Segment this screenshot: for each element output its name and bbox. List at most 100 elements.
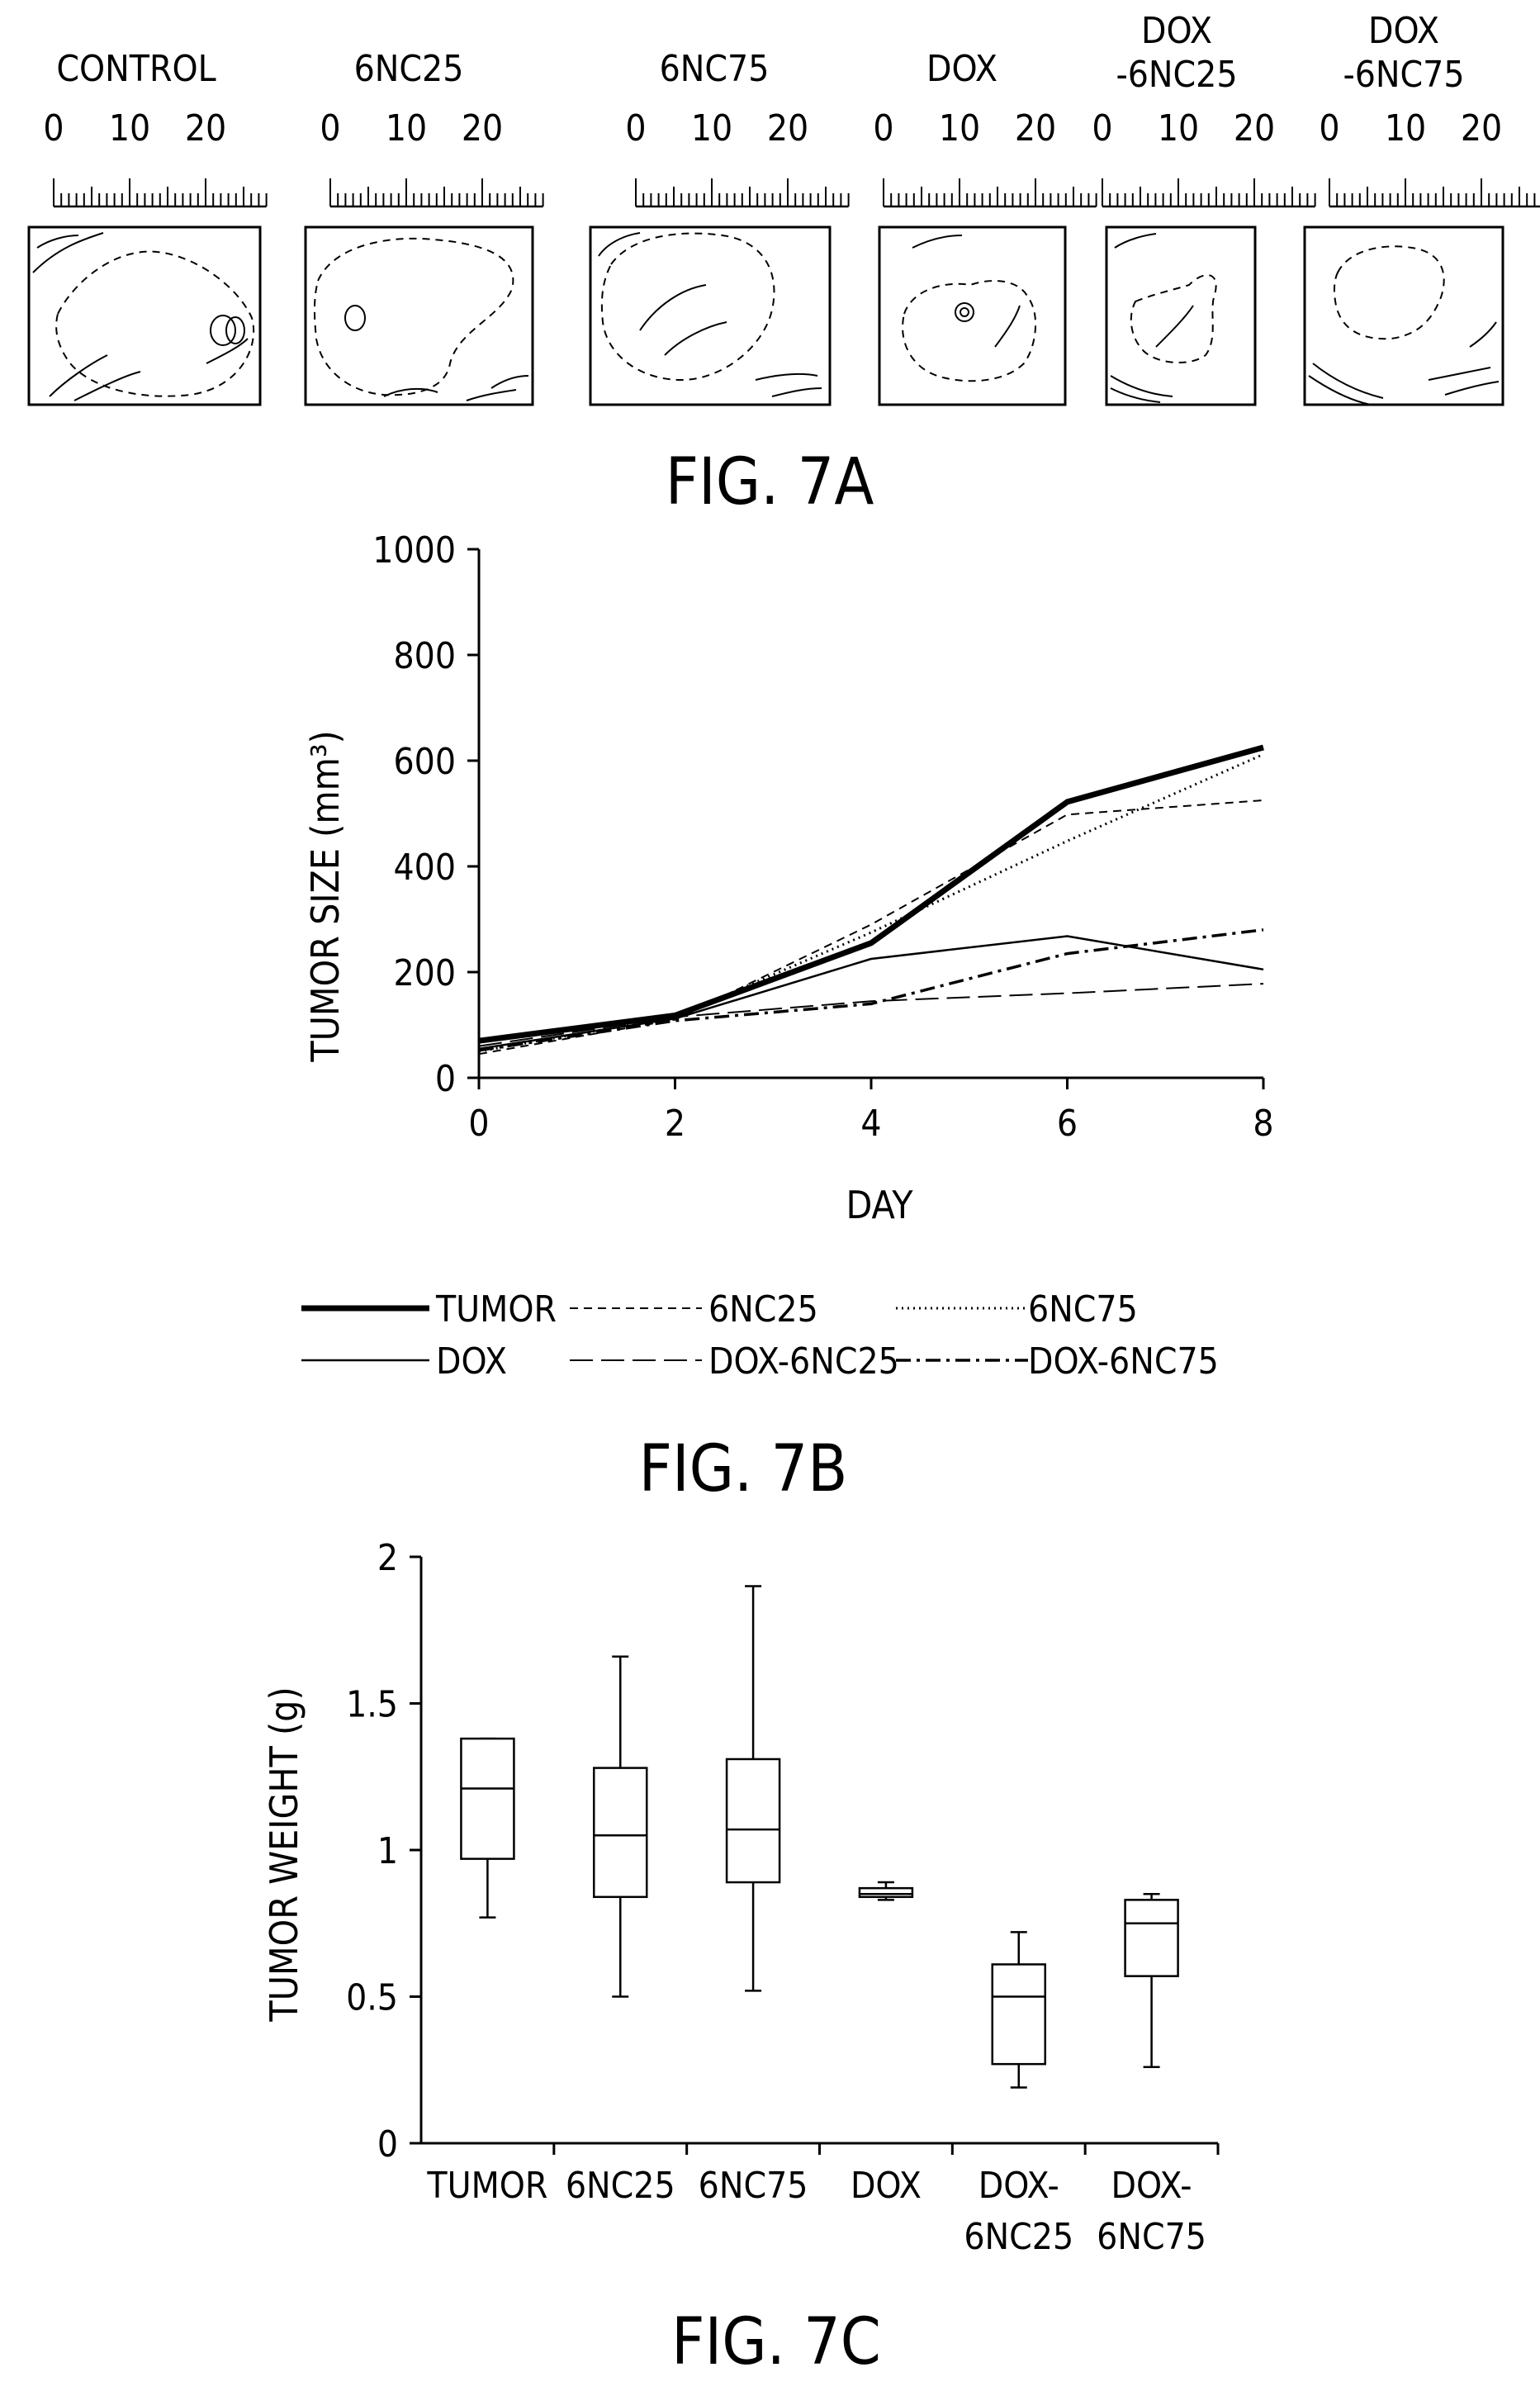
panel-dox-6nc25: DOX -6NC25 0 10 20 bbox=[1092, 10, 1316, 406]
y-tick-label: 1 bbox=[377, 1830, 398, 1872]
panel-title: DOX bbox=[926, 48, 997, 90]
tumor-sketch bbox=[598, 232, 822, 397]
y-tick-label: 0 bbox=[377, 2123, 398, 2166]
tumor-photo-frame bbox=[878, 225, 1067, 406]
tumor-photo-frame bbox=[304, 225, 534, 406]
panel-title: 6NC75 bbox=[660, 48, 770, 90]
tumor-sketch bbox=[1110, 233, 1217, 403]
panel-title: CONTROL bbox=[56, 48, 216, 90]
ruler-label: 20 bbox=[462, 107, 503, 149]
ruler-label: 10 bbox=[1385, 107, 1426, 149]
figure-7b-caption: FIG. 7B bbox=[639, 1432, 848, 1506]
x-tick-label: 6NC75 bbox=[1097, 2216, 1206, 2258]
ruler-label: 10 bbox=[691, 107, 732, 149]
ruler-label: 20 bbox=[767, 107, 808, 149]
y-tick-label: 0 bbox=[435, 1058, 456, 1100]
legend-item: TUMOR bbox=[301, 1288, 557, 1331]
x-tick-label: 0 bbox=[468, 1103, 489, 1145]
legend-label: TUMOR bbox=[435, 1288, 557, 1331]
x-tick-label: 6NC25 bbox=[566, 2165, 675, 2207]
ruler-label: 20 bbox=[185, 107, 226, 149]
box-tumor bbox=[460, 1737, 515, 1919]
ruler: 0 10 20 bbox=[320, 107, 544, 208]
ruler-label: 20 bbox=[1234, 107, 1275, 149]
x-tick-label: 2 bbox=[665, 1103, 685, 1145]
ruler: 0 10 20 bbox=[43, 107, 268, 208]
panel-title-line2: -6NC75 bbox=[1343, 54, 1464, 96]
box-dox bbox=[858, 1881, 914, 1901]
legend-label: 6NC25 bbox=[708, 1288, 818, 1331]
x-tick-label: 8 bbox=[1253, 1103, 1273, 1145]
x-tick-label: 6NC25 bbox=[964, 2216, 1073, 2258]
ruler-label: 10 bbox=[1158, 107, 1199, 149]
ruler-label: 0 bbox=[1319, 107, 1339, 149]
iqr-box bbox=[991, 1963, 1046, 2066]
y-tick-label: 1000 bbox=[372, 529, 456, 572]
figure-7a: CONTROL 0 10 20 6NC25 0 10 20 bbox=[27, 10, 1540, 519]
legend-label: 6NC75 bbox=[1028, 1288, 1138, 1331]
x-tick-label: DOX- bbox=[978, 2165, 1059, 2207]
panel-6nc75: 6NC75 0 10 20 bbox=[589, 48, 850, 406]
box-chart-boxes bbox=[460, 1585, 1179, 2089]
legend-item: 6NC75 bbox=[896, 1288, 1138, 1331]
panel-title: 6NC25 bbox=[354, 48, 464, 90]
ruler: 0 10 20 bbox=[1092, 107, 1316, 208]
y-tick-label: 600 bbox=[393, 741, 456, 783]
iqr-box bbox=[460, 1737, 515, 1860]
iqr-box bbox=[1124, 1899, 1179, 1977]
box-dox-6nc25 bbox=[991, 1931, 1046, 2089]
y-tick-label: 200 bbox=[393, 952, 456, 994]
panel-control: CONTROL 0 10 20 bbox=[27, 48, 268, 406]
y-axis-title: TUMOR SIZE (mm³) bbox=[303, 730, 348, 1062]
legend: TUMOR 6NC25 6NC75 DOX DOX-6NC25 DOX-6NC75 bbox=[301, 1288, 1219, 1383]
panel-6nc25: 6NC25 0 10 20 bbox=[304, 48, 544, 406]
x-tick-label: DOX- bbox=[1111, 2165, 1192, 2207]
ruler-label: 0 bbox=[43, 107, 64, 149]
figure-7a-caption: FIG. 7A bbox=[666, 445, 874, 519]
ruler-label: 10 bbox=[939, 107, 980, 149]
ruler-label: 10 bbox=[386, 107, 427, 149]
ruler-label: 10 bbox=[109, 107, 150, 149]
series-line-dox-6nc75 bbox=[478, 928, 1264, 1052]
legend-label: DOX-6NC75 bbox=[1028, 1340, 1219, 1383]
figure-7c: 0 0.5 1 1.5 2 TUMOR 6NC25 6NC75 DOX DOX- 6NC25 DOX-… bbox=[262, 1537, 1220, 2379]
ruler-label: 0 bbox=[1092, 107, 1112, 149]
box-6nc25 bbox=[593, 1655, 648, 1998]
line-chart-axes: 0 200 400 600 800 1000 0 2 4 6 8 bbox=[372, 529, 1273, 1145]
ruler-label: 0 bbox=[320, 107, 340, 149]
series-line-dox-6nc25 bbox=[478, 983, 1264, 1047]
x-tick-label: DOX bbox=[851, 2165, 922, 2207]
ruler-label: 20 bbox=[1015, 107, 1056, 149]
legend-label: DOX bbox=[436, 1340, 507, 1383]
y-tick-label: 1.5 bbox=[346, 1684, 398, 1726]
ruler: 0 10 20 bbox=[625, 107, 850, 208]
ruler: 0 10 20 bbox=[873, 107, 1097, 208]
y-tick-label: 2 bbox=[377, 1537, 398, 1579]
legend-item: DOX-6NC25 bbox=[570, 1340, 899, 1383]
ruler-label: 0 bbox=[625, 107, 646, 149]
series-line-6nc25 bbox=[478, 799, 1264, 1056]
series-line-tumor bbox=[478, 744, 1264, 1044]
box-6nc75 bbox=[725, 1585, 781, 1992]
ruler-label: 20 bbox=[1461, 107, 1502, 149]
tumor-photo-frame bbox=[589, 225, 832, 406]
panel-title-line1: DOX bbox=[1368, 10, 1439, 52]
iqr-box bbox=[593, 1767, 648, 1899]
series-line-dox bbox=[478, 935, 1264, 1051]
y-tick-label: 800 bbox=[393, 635, 456, 677]
box-chart-axes: 0 0.5 1 1.5 2 TUMOR 6NC25 6NC75 DOX DOX- 6NC25 DOX-… bbox=[346, 1537, 1220, 2258]
tumor-sketch bbox=[313, 237, 529, 401]
x-axis-title: DAY bbox=[846, 1183, 913, 1227]
y-axis-title: TUMOR WEIGHT (g) bbox=[262, 1687, 306, 2022]
figure-7c-caption: FIG. 7C bbox=[671, 2305, 881, 2379]
legend-item: DOX-6NC75 bbox=[896, 1340, 1219, 1383]
ruler-label: 0 bbox=[873, 107, 893, 149]
line-chart-series bbox=[478, 744, 1264, 1056]
iqr-box bbox=[725, 1758, 781, 1884]
panel-dox: DOX 0 10 20 bbox=[873, 48, 1097, 406]
x-tick-label: 6NC75 bbox=[699, 2165, 808, 2207]
x-tick-label: TUMOR bbox=[426, 2165, 547, 2207]
box-dox-6nc75 bbox=[1124, 1893, 1179, 2068]
tumor-photo-frame bbox=[1303, 225, 1504, 406]
